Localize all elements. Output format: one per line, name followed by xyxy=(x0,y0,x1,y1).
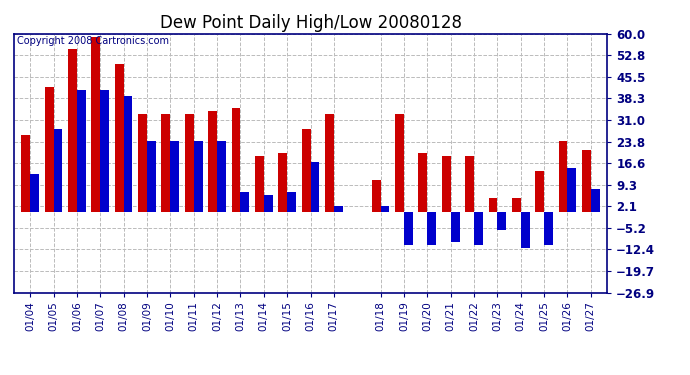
Bar xyxy=(30,174,39,212)
Bar xyxy=(310,162,319,212)
Bar xyxy=(264,195,273,212)
Bar xyxy=(302,129,310,212)
Bar xyxy=(232,108,240,212)
Bar xyxy=(381,207,389,212)
Bar xyxy=(21,135,30,212)
Bar xyxy=(138,114,147,212)
Bar xyxy=(147,141,156,212)
Bar xyxy=(208,111,217,212)
Text: Copyright 2008 Cartronics.com: Copyright 2008 Cartronics.com xyxy=(17,36,169,46)
Bar xyxy=(278,153,287,212)
Bar xyxy=(100,90,109,212)
Bar xyxy=(535,171,544,212)
Bar xyxy=(194,141,203,212)
Bar xyxy=(372,180,381,212)
Bar xyxy=(334,207,343,212)
Bar xyxy=(418,153,427,212)
Bar xyxy=(559,141,567,212)
Bar xyxy=(170,141,179,212)
Bar xyxy=(465,156,474,212)
Bar xyxy=(161,114,170,212)
Bar xyxy=(512,198,521,212)
Title: Dew Point Daily High/Low 20080128: Dew Point Daily High/Low 20080128 xyxy=(159,14,462,32)
Bar xyxy=(217,141,226,212)
Bar xyxy=(185,114,194,212)
Bar xyxy=(325,114,334,212)
Bar xyxy=(442,156,451,212)
Bar xyxy=(54,129,62,212)
Bar xyxy=(240,192,249,212)
Bar xyxy=(77,90,86,212)
Bar xyxy=(91,37,100,212)
Bar xyxy=(521,212,530,248)
Bar xyxy=(582,150,591,212)
Bar xyxy=(115,63,124,212)
Bar xyxy=(489,198,497,212)
Bar xyxy=(474,212,483,245)
Bar xyxy=(427,212,436,245)
Bar xyxy=(395,114,404,212)
Bar xyxy=(255,156,264,212)
Bar xyxy=(124,96,132,212)
Bar xyxy=(497,212,506,230)
Bar xyxy=(287,192,296,212)
Bar xyxy=(68,49,77,212)
Bar xyxy=(567,168,576,212)
Bar xyxy=(451,212,460,242)
Bar xyxy=(45,87,54,212)
Bar xyxy=(404,212,413,245)
Bar xyxy=(591,189,600,212)
Bar xyxy=(544,212,553,245)
